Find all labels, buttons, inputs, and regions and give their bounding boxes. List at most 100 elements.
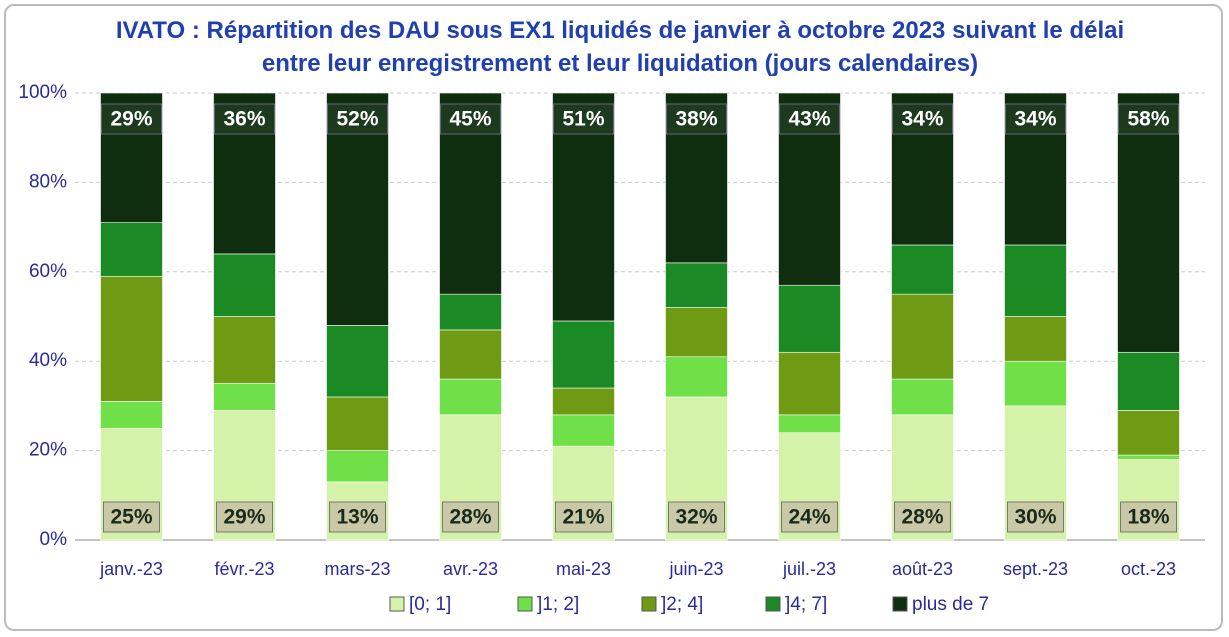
- x-tick-label: mars-23: [324, 559, 390, 579]
- bar-segment: [665, 262, 728, 308]
- data-label: 34%: [1014, 108, 1056, 131]
- label-box: [101, 103, 162, 135]
- bar-segment: [1117, 351, 1180, 411]
- label-box: [329, 501, 386, 533]
- bar-segment: [552, 320, 615, 389]
- legend-label: plus de 7: [912, 594, 989, 615]
- bar-segment: [213, 316, 276, 384]
- data-label: 28%: [449, 506, 491, 529]
- legend-swatch: [765, 596, 781, 612]
- bar-segment: [1117, 454, 1180, 460]
- label-box: [1118, 103, 1179, 135]
- bar-segment: [100, 222, 163, 277]
- legend-swatch: [389, 596, 405, 612]
- bar-segment: [778, 414, 841, 434]
- x-tick-label: juin-23: [668, 559, 723, 579]
- data-label: 29%: [110, 108, 152, 131]
- y-tick-label: 40%: [29, 350, 67, 371]
- data-label: 13%: [336, 506, 378, 529]
- label-box: [103, 501, 160, 533]
- bar-segment: [891, 293, 954, 380]
- x-tick-label: oct.-23: [1121, 559, 1176, 579]
- data-label: 25%: [110, 506, 152, 529]
- bar-segment: [100, 401, 163, 429]
- bar-segment: [326, 396, 389, 451]
- label-box: [666, 103, 727, 135]
- label-box: [442, 501, 499, 533]
- legend-swatch: [517, 596, 533, 612]
- data-label: 32%: [675, 506, 717, 529]
- x-tick-label: août-23: [892, 559, 953, 579]
- data-label: 28%: [901, 506, 943, 529]
- label-box: [555, 501, 612, 533]
- bar-segment: [213, 253, 276, 317]
- chart-frame: [4, 4, 1223, 631]
- x-tick-label: févr.-23: [214, 559, 274, 579]
- data-label: 34%: [901, 108, 943, 131]
- y-tick-label: 60%: [29, 261, 67, 282]
- data-label: 29%: [223, 506, 265, 529]
- bar-segment: [1117, 410, 1180, 456]
- data-label: 24%: [788, 506, 830, 529]
- label-box: [216, 501, 273, 533]
- label-box: [1005, 103, 1066, 135]
- label-box: [440, 103, 501, 135]
- chart-title: IVATO : Répartition des DAU sous EX1 liq…: [115, 17, 1125, 77]
- label-box: [668, 501, 725, 533]
- data-label: 21%: [562, 506, 604, 529]
- y-tick-label: 20%: [29, 440, 67, 461]
- bar-segment: [665, 307, 728, 358]
- data-label: 45%: [449, 108, 491, 131]
- bar-segment: [1117, 92, 1180, 353]
- x-tick-label: sept.-23: [1003, 559, 1068, 579]
- legend-label: ]1; 2]: [537, 594, 579, 615]
- bar-segment: [439, 378, 502, 416]
- bar-segment: [439, 293, 502, 331]
- x-tick-label: janv.-23: [99, 559, 163, 579]
- bar-segment: [891, 378, 954, 416]
- legend-label: ]4; 7]: [785, 594, 827, 615]
- label-box: [1007, 501, 1064, 533]
- bar-segment: [326, 325, 389, 398]
- x-tick-label: avr.-23: [443, 559, 498, 579]
- label-box: [1120, 501, 1177, 533]
- bar-segment: [439, 329, 502, 380]
- y-tick-label: 80%: [29, 171, 67, 192]
- legend-label: ]2; 4]: [661, 594, 703, 615]
- bar-segment: [100, 275, 163, 402]
- y-tick-label: 0%: [40, 529, 68, 550]
- bar-segment: [665, 356, 728, 398]
- label-box: [779, 103, 840, 135]
- label-box: [892, 103, 953, 135]
- y-tick-label: 100%: [18, 82, 67, 103]
- data-label: 36%: [223, 108, 265, 131]
- label-box: [894, 501, 951, 533]
- label-box: [781, 501, 838, 533]
- data-label: 43%: [788, 108, 830, 131]
- bar-segment: [552, 387, 615, 416]
- data-label: 18%: [1127, 506, 1169, 529]
- bar-segment: [1004, 360, 1067, 407]
- bar-segment: [778, 284, 841, 353]
- legend-swatch: [892, 596, 908, 612]
- label-box: [327, 103, 388, 135]
- legend-swatch: [641, 596, 657, 612]
- bar-segment: [213, 383, 276, 411]
- data-label: 58%: [1127, 108, 1169, 131]
- data-label: 30%: [1014, 506, 1056, 529]
- bar-segment: [891, 244, 954, 295]
- data-label: 52%: [336, 108, 378, 131]
- data-label: 51%: [562, 108, 604, 131]
- bar-segment: [1004, 316, 1067, 362]
- bar-segment: [778, 351, 841, 416]
- x-tick-label: mai-23: [556, 559, 611, 579]
- bar-segment: [1004, 244, 1067, 317]
- label-box: [553, 103, 614, 135]
- bar-segment: [552, 414, 615, 447]
- legend-label: [0; 1]: [409, 594, 451, 615]
- label-box: [214, 103, 275, 135]
- data-label: 38%: [675, 108, 717, 131]
- bar-segment: [326, 450, 389, 483]
